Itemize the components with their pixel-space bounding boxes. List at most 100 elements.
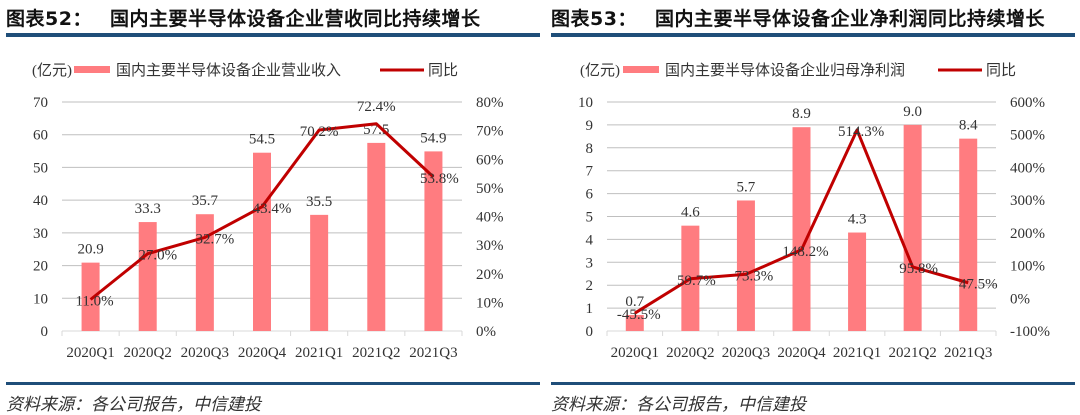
y2-tick-label: 100% [1010,259,1045,275]
y2-tick-label: 600% [1010,95,1045,111]
y2-tick-label: 40% [476,210,504,226]
x-tick-label: 2020Q1 [611,345,659,361]
y-tick-label: 7 [586,164,594,180]
y2-tick-label: 500% [1010,128,1045,144]
bar [367,142,386,331]
y-tick-label: 60 [33,128,48,144]
revenue-chart: (亿元) 国内主要半导体设备企业营业收入 同比 0 10 20 30 40 50 60 70 0% 10… [32,61,504,361]
legend: (亿元) 国内主要半导体设备企业营业收入 同比 [32,61,458,79]
line-value-label: 27.0% [138,248,177,264]
y-tick-label: 0 [41,324,49,340]
line-value-label: 32.7% [195,231,234,247]
bar [424,151,443,331]
figure-number: 图表52： [6,8,92,30]
x-tick-label: 2020Q3 [181,345,229,361]
bar [848,232,867,331]
line-value-label: 59.7% [677,273,716,289]
legend-line-label: 同比 [428,62,458,79]
y2-tick-label: 70% [476,124,504,140]
y-tick-label: 30 [33,226,48,242]
source-note: 资料来源：各公司报告，中信建投 [551,395,806,415]
x-tick-label: 2021Q1 [833,345,881,361]
figure-title: 图表52： 国内主要半导体设备企业营收同比持续增长 [6,4,480,31]
figure-title-text: 国内主要半导体设备企业净利润同比持续增长 [654,8,1045,30]
net-profit-chart: (亿元) 国内主要半导体设备企业归母净利润 同比 0 1 2 3 4 5 6 7 8 9 10 -100% 0… [578,61,1050,361]
yoy-line [633,128,969,315]
source-note: 资料来源：各公司报告，中信建投 [6,395,261,415]
bar [81,262,100,331]
bar [625,314,644,331]
y-axis-unit-label: (亿元) [580,62,620,79]
bar-value-label: 35.5 [306,194,332,210]
legend-bar-label: 国内主要半导体设备企业归母净利润 [665,61,905,79]
figure-title-text: 国内主要半导体设备企业营收同比持续增长 [109,8,481,30]
figure-title: 图表53： 国内主要半导体设备企业净利润同比持续增长 [551,4,1045,31]
x-tick-label: 2020Q4 [777,345,826,361]
yoy-line [89,122,435,301]
bar [903,124,922,332]
footer-divider [551,382,1075,385]
x-tick-label: 2021Q3 [409,345,457,361]
bar [195,214,214,331]
line-value-label: 73.3% [735,268,774,284]
bar [959,138,978,331]
x-tick-label: 2021Q1 [295,345,343,361]
y2-tick-label: 0% [476,324,496,340]
bar [310,214,329,331]
y-tick-label: 10 [578,95,593,111]
line-value-label: 148.2% [782,244,828,260]
line-value-label: 47.5% [959,277,998,293]
y2-tick-label: 10% [476,295,504,311]
figure-number: 图表53： [551,8,637,30]
y-tick-label: 70 [33,95,48,111]
bar [138,222,157,331]
y-tick-label: 5 [586,210,594,226]
x-tick-label: 2020Q2 [124,345,172,361]
y2-tick-label: 200% [1010,226,1045,242]
bar-value-label: 4.3 [848,212,867,228]
y2-tick-label: 20% [476,267,504,283]
y2-tick-label: 30% [476,238,504,254]
x-tick-label: 2020Q4 [238,345,287,361]
bar-value-label: 4.6 [681,205,700,221]
y2-tick-label: 80% [476,95,504,111]
y2-tick-label: 0% [1010,291,1030,307]
line-value-label: 72.4% [357,99,396,115]
y-axis-unit-label: (亿元) [32,62,72,79]
x-tick-label: 2020Q3 [722,345,770,361]
x-tick-label: 2021Q2 [352,345,400,361]
y2-tick-label: 400% [1010,160,1045,176]
x-tick-label: 2021Q3 [944,345,992,361]
figure-52-panel: 图表52： 国内主要半导体设备企业营收同比持续增长 (亿元) 国内主要半导体设备企业… [0,0,540,415]
bar-value-label: 33.3 [135,201,161,217]
y-tick-label: 50 [33,160,48,176]
bar-value-label: 9.0 [903,104,922,120]
legend-bar-swatch-icon [74,66,110,73]
y-tick-label: 40 [33,193,48,209]
bar-value-label: 54.5 [249,132,275,148]
x-tick-label: 2020Q1 [66,345,114,361]
bar-value-label: 0.7 [625,294,644,310]
line-value-label: 11.0% [75,294,113,310]
y-tick-label: 6 [586,187,594,203]
y-tick-label: 3 [586,255,594,271]
y-tick-label: 20 [33,259,48,275]
y-tick-label: 4 [586,232,594,248]
footer-divider [6,382,540,385]
legend: (亿元) 国内主要半导体设备企业归母净利润 同比 [580,61,1016,79]
y2-tick-label: -100% [1010,324,1050,340]
legend-line-label: 同比 [986,62,1016,79]
bar-value-label: 54.9 [420,130,446,146]
title-divider [551,33,1075,37]
title-divider [6,33,540,37]
y-tick-label: 10 [33,291,48,307]
bar-value-label: 8.4 [959,118,978,134]
y-tick-label: 8 [586,141,594,157]
x-tick-label: 2020Q2 [666,345,714,361]
legend-bar-label: 国内主要半导体设备企业营业收入 [116,61,341,79]
y-tick-label: 0 [586,324,594,340]
y2-tick-label: 50% [476,181,504,197]
x-tick-label: 2021Q2 [888,345,936,361]
bar [792,127,811,331]
y-tick-label: 2 [586,278,594,294]
